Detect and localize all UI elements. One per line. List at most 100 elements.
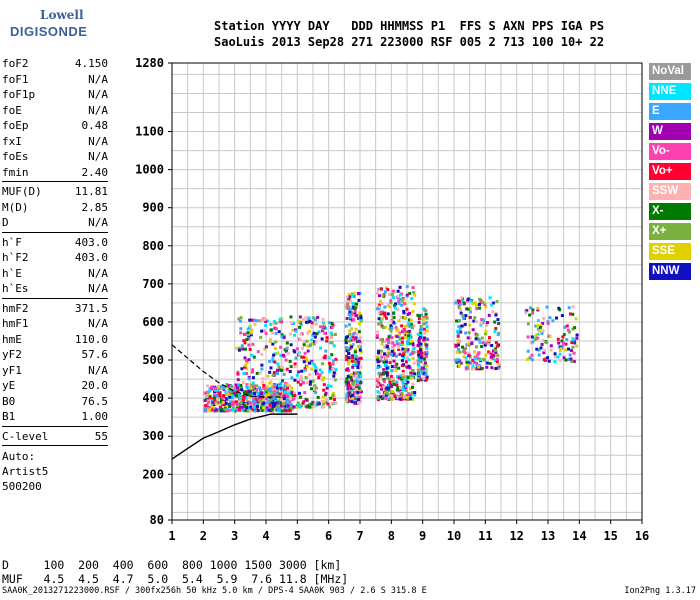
echo-point [272, 398, 276, 402]
echo-point [247, 383, 251, 387]
echo-point [382, 385, 386, 389]
echo-point [359, 317, 363, 321]
echo-point [352, 371, 356, 375]
echo-point [345, 358, 349, 362]
echo-point [283, 390, 287, 394]
param-value: 2.40 [81, 165, 109, 179]
echo-point [240, 344, 244, 348]
echo-point [347, 296, 351, 300]
echo-point [212, 402, 216, 406]
echo-point [268, 405, 272, 409]
echo-point [407, 342, 411, 346]
echo-point [354, 386, 358, 390]
echo-point [294, 329, 298, 333]
echo-point [293, 350, 297, 354]
echo-point [310, 367, 314, 371]
echo-point [357, 393, 361, 397]
echo-point [418, 348, 422, 352]
echo-point [321, 395, 325, 399]
echo-point [293, 333, 297, 337]
echo-point [249, 405, 253, 409]
echo-point [235, 385, 239, 389]
echo-point [564, 358, 568, 362]
echo-point [276, 389, 280, 393]
echo-point [264, 323, 268, 327]
echo-point [249, 394, 253, 398]
echo-point [324, 326, 328, 330]
echo-point [421, 366, 425, 370]
echo-point [352, 385, 356, 389]
echo-point [378, 365, 382, 369]
echo-point [493, 359, 497, 363]
echo-point [243, 356, 247, 360]
echo-point [268, 359, 272, 363]
echo-point [357, 377, 361, 381]
echo-point [278, 320, 282, 324]
echo-point [302, 343, 306, 347]
echo-point [352, 295, 356, 299]
echo-point [417, 353, 421, 357]
param-key: yE [2, 379, 16, 392]
echo-point [311, 316, 315, 320]
echo-point [477, 351, 481, 355]
echo-point [237, 348, 241, 352]
echo-point [358, 322, 362, 326]
echo-point [411, 309, 415, 313]
echo-point [376, 390, 380, 394]
echo-point [284, 404, 288, 408]
echo-point [395, 388, 399, 392]
echo-point [463, 322, 467, 326]
echo-point [386, 288, 390, 292]
echo-point [245, 398, 249, 402]
echo-point [245, 385, 249, 389]
echo-point [332, 359, 336, 363]
echo-point [286, 390, 290, 394]
echo-point [474, 320, 478, 324]
echo-point [405, 307, 409, 311]
echo-point [484, 329, 488, 333]
echo-point [490, 344, 494, 348]
station-header: Station YYYY DAY DDD HHMMSS P1 FFS S AXN… [214, 18, 604, 50]
echo-point [397, 345, 401, 349]
echo-point [299, 383, 303, 387]
echo-point [268, 370, 272, 374]
echo-point [306, 404, 310, 408]
echo-point [456, 358, 460, 362]
echo-point [326, 402, 330, 406]
echo-point [246, 327, 250, 331]
echo-point [493, 330, 497, 334]
echo-point [379, 299, 383, 303]
echo-point [354, 393, 358, 397]
echo-point [344, 346, 348, 350]
echo-point [256, 350, 260, 354]
echo-point [418, 378, 422, 382]
echo-point [413, 293, 417, 297]
param-key: B0 [2, 394, 16, 408]
echo-point [236, 378, 240, 382]
echo-point [530, 358, 534, 362]
legend-item: X+ [649, 223, 691, 240]
echo-point [276, 362, 280, 366]
echo-point [383, 314, 387, 318]
echo-point [255, 387, 259, 391]
echo-point [458, 350, 462, 354]
echo-point [351, 301, 355, 305]
echo-point [250, 318, 254, 322]
echo-point [417, 376, 421, 380]
echo-point [285, 401, 289, 405]
echo-point [350, 354, 354, 358]
x-tick-label: 10 [447, 529, 461, 543]
echo-point [245, 360, 249, 364]
param-key: fmin [2, 165, 29, 179]
echo-point [267, 388, 271, 392]
echo-point [330, 325, 334, 329]
echo-point [308, 405, 312, 409]
echo-point [224, 401, 228, 405]
echo-point [490, 366, 494, 370]
echo-point [485, 341, 489, 345]
echo-point [388, 380, 392, 384]
echo-point [402, 362, 406, 366]
echo-point [355, 332, 359, 336]
echo-point [210, 385, 214, 389]
echo-point [417, 373, 421, 377]
